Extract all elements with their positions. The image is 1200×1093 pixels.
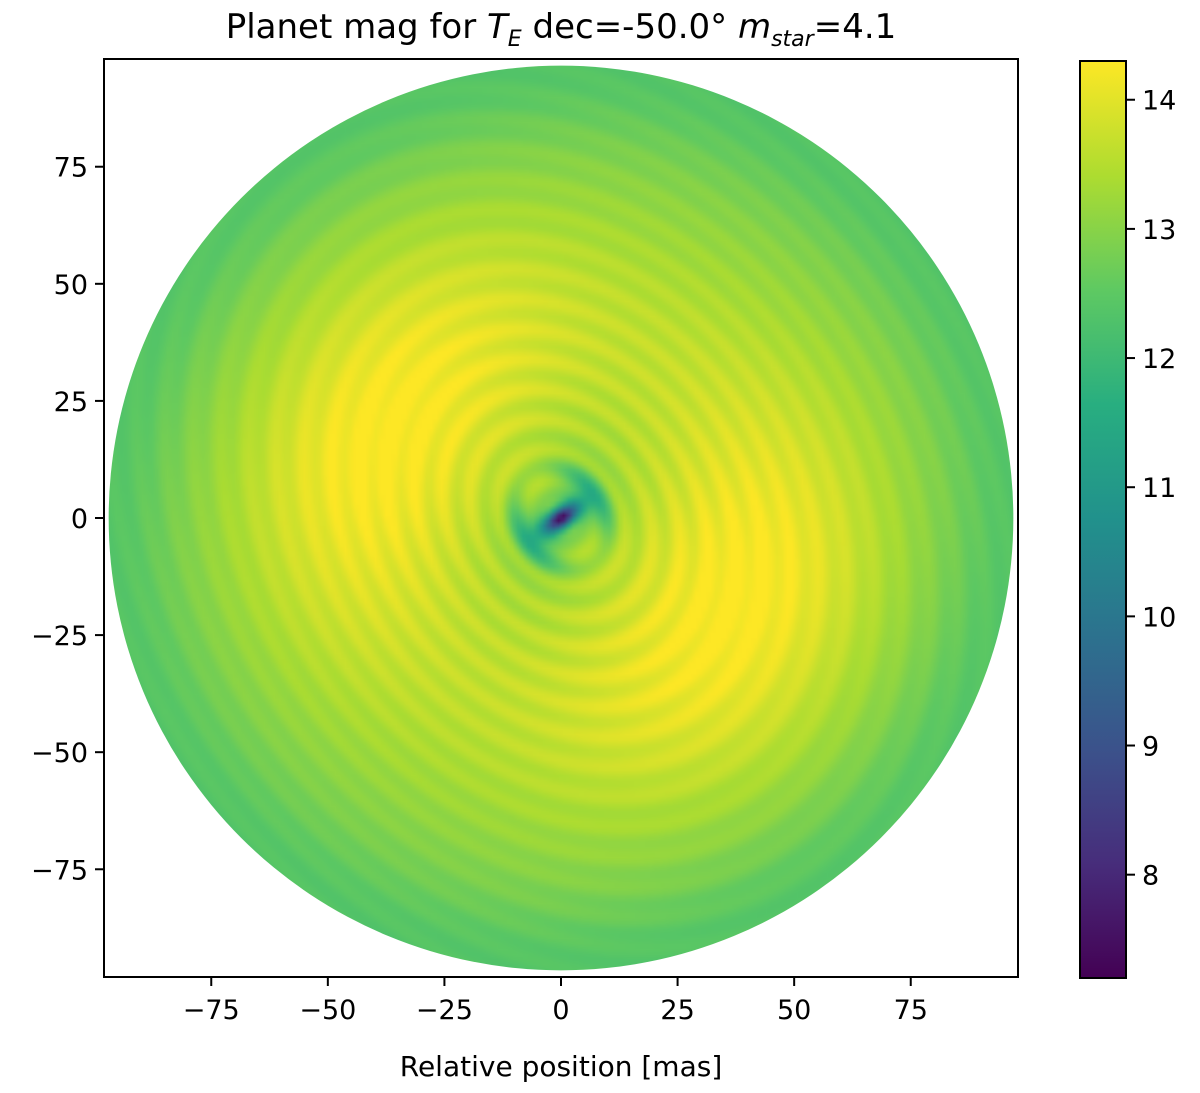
x-axis-label: Relative position [mas] xyxy=(400,1050,723,1083)
x-tick-label: 75 xyxy=(894,995,928,1026)
colorbar-tick-label: 12 xyxy=(1142,344,1176,375)
colorbar-gradient xyxy=(1080,61,1126,978)
x-tick-label: 0 xyxy=(552,995,569,1026)
x-tick-label: −50 xyxy=(299,995,356,1026)
y-tick-label: −50 xyxy=(31,738,88,769)
x-axis: −75 −50 −25 0 25 50 75 xyxy=(183,977,928,1026)
y-axis: 75 50 25 0 −25 −50 −75 xyxy=(31,153,104,886)
colorbar-tick-label: 9 xyxy=(1142,732,1159,763)
y-tick-label: 0 xyxy=(71,504,88,535)
heatmap-image xyxy=(108,65,1014,971)
x-tick-label: −75 xyxy=(183,995,240,1026)
y-tick-label: 75 xyxy=(54,153,88,184)
colorbar-ticks: 14 13 12 11 10 9 8 xyxy=(1126,86,1176,892)
colorbar-tick-label: 11 xyxy=(1142,473,1176,504)
colorbar: 14 13 12 11 10 9 8 xyxy=(1079,60,1176,979)
x-tick-label: −25 xyxy=(416,995,473,1026)
chart-title: Planet mag for TE dec=-50.0° mstar=4.1 xyxy=(226,7,897,52)
y-tick-label: −75 xyxy=(31,855,88,886)
y-tick-label: −25 xyxy=(31,621,88,652)
x-tick-label: 25 xyxy=(660,995,694,1026)
colorbar-tick-label: 14 xyxy=(1142,86,1176,117)
x-tick-label: 50 xyxy=(777,995,811,1026)
colorbar-tick-label: 10 xyxy=(1142,602,1176,633)
colorbar-tick-label: 8 xyxy=(1142,861,1159,892)
colorbar-tick-label: 13 xyxy=(1142,215,1176,246)
heatmap-plot: −75 −50 −25 0 25 50 75 75 50 25 0 −25 −50 −75 xyxy=(31,58,1019,1026)
y-tick-label: 50 xyxy=(54,270,88,301)
y-tick-label: 25 xyxy=(54,387,88,418)
colorbar-frame xyxy=(1079,60,1127,979)
